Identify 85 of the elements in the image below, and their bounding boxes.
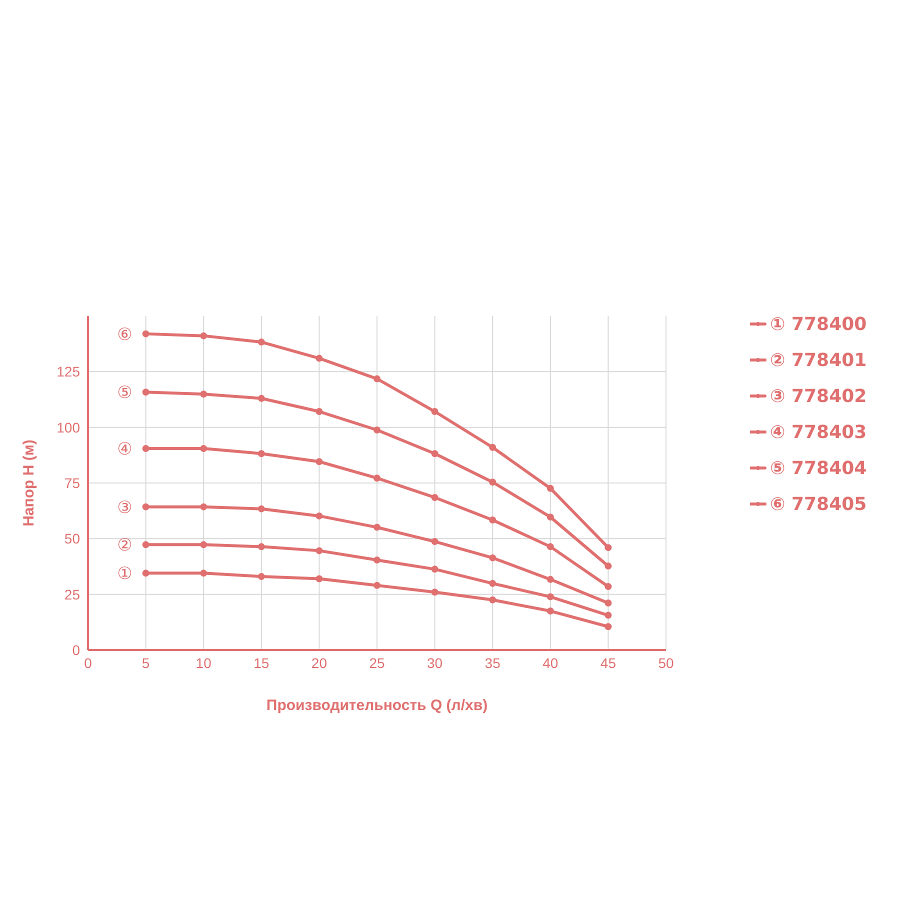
point xyxy=(489,554,496,562)
point xyxy=(316,575,323,582)
point xyxy=(546,514,554,521)
point xyxy=(489,516,496,524)
x-tick-label: 15 xyxy=(254,654,270,671)
point xyxy=(546,543,554,550)
y-axis-title: Напор H (м) xyxy=(20,440,38,526)
point xyxy=(316,547,323,554)
point xyxy=(200,503,208,510)
point xyxy=(316,354,323,362)
legend-label: ⑤ 778404 xyxy=(770,458,867,479)
point xyxy=(604,612,612,619)
point xyxy=(200,570,208,577)
x-tick-label: 25 xyxy=(369,654,385,671)
point xyxy=(431,450,438,458)
point xyxy=(142,388,150,396)
point xyxy=(604,623,612,630)
point xyxy=(431,588,438,596)
point xyxy=(258,394,265,402)
point xyxy=(316,512,323,520)
point xyxy=(142,330,150,338)
point xyxy=(604,562,612,570)
point xyxy=(489,444,496,451)
point xyxy=(489,596,496,604)
point xyxy=(431,538,438,546)
point xyxy=(489,580,496,587)
point xyxy=(258,450,265,458)
y-tick-label: 125 xyxy=(56,364,80,380)
point xyxy=(604,583,612,590)
point xyxy=(489,478,496,486)
point xyxy=(200,541,208,548)
y-tick-label: 25 xyxy=(64,586,80,602)
point xyxy=(604,544,612,552)
point xyxy=(258,505,265,512)
point xyxy=(546,593,554,600)
x-tick-label: 40 xyxy=(542,654,558,671)
point xyxy=(258,543,265,550)
point xyxy=(374,426,380,434)
point xyxy=(374,375,380,382)
point xyxy=(200,332,208,340)
x-tick-label: 0 xyxy=(84,654,92,671)
y-tick-label: 75 xyxy=(64,474,80,491)
point xyxy=(316,408,323,416)
x-tick-label: 20 xyxy=(311,654,328,671)
point xyxy=(431,566,438,573)
x-axis-title: Производительность Q (л/хв) xyxy=(266,697,488,714)
point xyxy=(258,573,265,580)
point xyxy=(316,458,323,466)
point xyxy=(546,608,554,615)
annotation: ④ xyxy=(117,439,132,460)
point xyxy=(374,582,380,589)
point xyxy=(546,576,554,583)
x-tick-label: 5 xyxy=(142,654,150,671)
point xyxy=(142,444,150,452)
annotation: ⑤ xyxy=(117,383,132,404)
y-tick-label: 0 xyxy=(72,642,80,658)
annotation: ③ xyxy=(117,498,132,518)
legend-label: ② 778401 xyxy=(770,350,867,371)
annotation: ① xyxy=(117,564,132,584)
annotation: ② xyxy=(117,536,132,556)
point xyxy=(200,444,208,452)
point xyxy=(258,338,265,346)
x-tick-label: 30 xyxy=(427,654,443,671)
point xyxy=(374,474,380,482)
x-tick-label: 50 xyxy=(658,654,674,671)
legend-label: ① 778400 xyxy=(770,314,867,335)
point xyxy=(604,600,612,607)
y-tick-label: 50 xyxy=(64,530,80,547)
point xyxy=(546,484,554,492)
point xyxy=(200,390,208,398)
legend-label: ⑥ 778405 xyxy=(770,494,867,515)
point xyxy=(374,524,380,531)
x-tick-label: 35 xyxy=(484,654,501,671)
x-tick-label: 45 xyxy=(600,654,616,671)
point xyxy=(431,494,438,501)
point xyxy=(431,408,438,416)
legend-label: ③ 778402 xyxy=(770,386,867,407)
point xyxy=(142,570,150,577)
point xyxy=(142,503,150,510)
point xyxy=(142,541,150,548)
annotation: ⑥ xyxy=(117,324,132,345)
legend-label: ④ 778403 xyxy=(770,422,867,443)
y-tick-label: 100 xyxy=(56,419,80,436)
x-tick-label: 10 xyxy=(196,654,212,671)
point xyxy=(374,556,380,564)
